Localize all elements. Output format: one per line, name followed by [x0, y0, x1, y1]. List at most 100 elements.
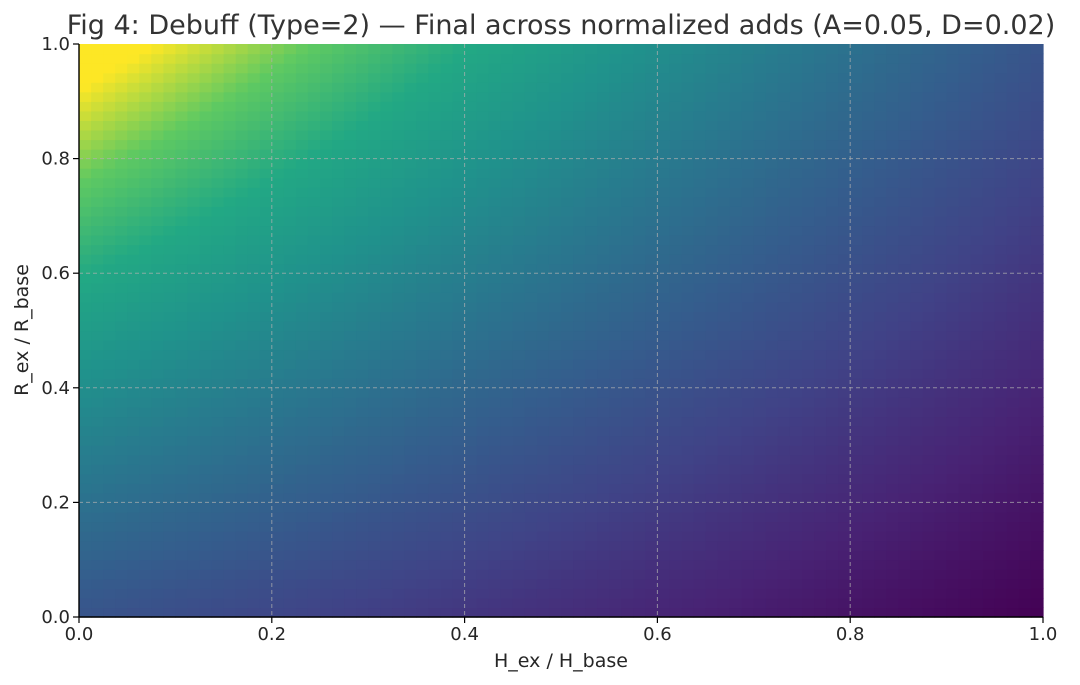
- heatmap-cell: [79, 311, 92, 322]
- heatmap-cell: [332, 597, 345, 609]
- heatmap-cell: [741, 263, 755, 274]
- heatmap-cell: [452, 44, 466, 55]
- heatmap-cell: [428, 435, 442, 446]
- heatmap-cell: [982, 177, 996, 188]
- heatmap-cell: [404, 273, 417, 284]
- heatmap-cell: [151, 168, 164, 179]
- heatmap-cell: [741, 416, 755, 427]
- heatmap-cell: [826, 101, 839, 112]
- heatmap-cell: [416, 120, 430, 131]
- heatmap-cell: [464, 578, 478, 589]
- heatmap-cell: [488, 330, 502, 341]
- heatmap-cell: [428, 53, 442, 64]
- heatmap-cell: [283, 129, 297, 141]
- heatmap-cell: [91, 387, 104, 398]
- heatmap-cell: [452, 483, 466, 494]
- heatmap-cell: [404, 244, 417, 255]
- heatmap-cell: [488, 110, 502, 121]
- heatmap-cell: [332, 187, 345, 198]
- heatmap-cell: [561, 129, 574, 141]
- heatmap-cell: [211, 187, 225, 198]
- heatmap-cell: [380, 416, 393, 427]
- heatmap-cell: [247, 426, 261, 437]
- heatmap-cell: [524, 196, 538, 207]
- heatmap-cell: [536, 588, 550, 599]
- heatmap-cell: [103, 273, 116, 284]
- heatmap-cell: [681, 492, 695, 503]
- heatmap-cell: [970, 72, 984, 83]
- heatmap-cell: [271, 110, 285, 121]
- heatmap-cell: [548, 406, 562, 418]
- heatmap-cell: [115, 235, 128, 246]
- heatmap-cell: [814, 368, 827, 379]
- heatmap-cell: [633, 63, 646, 74]
- heatmap-cell: [440, 521, 454, 532]
- heatmap-cell: [271, 359, 285, 370]
- heatmap-cell: [488, 368, 502, 379]
- heatmap-cell: [1030, 301, 1044, 312]
- heatmap-cell: [512, 53, 526, 64]
- heatmap-cell: [1018, 368, 1032, 379]
- heatmap-cell: [765, 215, 779, 227]
- heatmap-cell: [886, 597, 899, 609]
- heatmap-cell: [163, 91, 176, 102]
- heatmap-cell: [1006, 531, 1020, 542]
- heatmap-cell: [259, 244, 273, 255]
- heatmap-cell: [886, 72, 899, 83]
- heatmap-cell: [344, 301, 357, 312]
- heatmap-cell: [681, 129, 695, 141]
- heatmap-cell: [536, 44, 550, 55]
- heatmap-cell: [223, 454, 237, 465]
- heatmap-cell: [693, 540, 707, 551]
- heatmap-cell: [356, 578, 369, 589]
- heatmap-cell: [476, 387, 490, 398]
- heatmap-cell: [597, 368, 610, 379]
- heatmap-cell: [982, 129, 996, 141]
- heatmap-cell: [356, 368, 369, 379]
- heatmap-cell: [753, 244, 767, 255]
- heatmap-cell: [512, 129, 526, 141]
- heatmap-cell: [826, 320, 839, 332]
- heatmap-cell: [874, 72, 887, 83]
- heatmap-cell: [380, 607, 393, 618]
- heatmap-cell: [199, 511, 213, 523]
- heatmap-cell: [910, 540, 924, 551]
- heatmap-cell: [838, 196, 851, 207]
- heatmap-cell: [573, 483, 586, 494]
- heatmap-cell: [380, 206, 393, 217]
- heatmap-cell: [187, 215, 201, 227]
- heatmap-cell: [717, 215, 731, 227]
- heatmap-cell: [344, 597, 357, 609]
- heatmap-cell: [332, 158, 345, 169]
- heatmap-cell: [573, 569, 586, 580]
- heatmap-cell: [127, 378, 140, 389]
- heatmap-cell: [295, 244, 309, 255]
- heatmap-cell: [416, 531, 430, 542]
- heatmap-cell: [211, 282, 225, 293]
- heatmap-cell: [404, 359, 417, 370]
- heatmap-cell: [392, 187, 405, 198]
- heatmap-cell: [1030, 397, 1044, 408]
- heatmap-cell: [874, 435, 887, 446]
- heatmap-cell: [500, 359, 514, 370]
- heatmap-cell: [886, 215, 899, 227]
- heatmap-cell: [223, 397, 237, 408]
- heatmap-cell: [307, 464, 321, 475]
- heatmap-cell: [561, 254, 574, 265]
- heatmap-cell: [464, 63, 478, 74]
- heatmap-cell: [777, 454, 791, 465]
- heatmap-cell: [464, 244, 478, 255]
- heatmap-cell: [609, 550, 622, 561]
- heatmap-cell: [753, 53, 767, 64]
- heatmap-cell: [464, 311, 478, 322]
- heatmap-cell: [910, 273, 924, 284]
- heatmap-cell: [633, 435, 646, 446]
- heatmap-cell: [115, 406, 128, 418]
- heatmap-cell: [717, 426, 731, 437]
- heatmap-cell: [850, 244, 863, 255]
- heatmap-cell: [886, 502, 899, 513]
- heatmap-cell: [103, 282, 116, 293]
- heatmap-cell: [235, 101, 249, 112]
- heatmap-cell: [211, 569, 225, 580]
- heatmap-cell: [814, 359, 827, 370]
